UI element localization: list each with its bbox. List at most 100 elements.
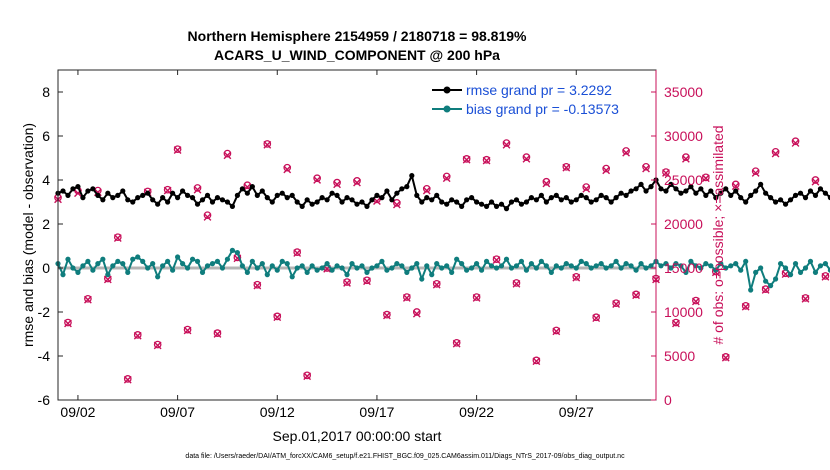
bias-point: [797, 269, 804, 275]
obs-assimilated-point: [522, 154, 531, 163]
rmse-point: [404, 184, 410, 190]
legend-rmse-label: rmse grand pr = 3.2292: [466, 82, 612, 98]
bias-point: [214, 258, 221, 264]
y-tick-label: -2: [38, 304, 51, 320]
obs-possible-point: [353, 177, 361, 185]
bias-point: [135, 254, 141, 260]
x-mark-stroke: [482, 156, 491, 165]
bias-point: [244, 269, 250, 275]
bias-point: [528, 261, 535, 267]
bias-point: [95, 261, 101, 267]
bias-point: [753, 269, 759, 275]
bias-point: [314, 267, 320, 273]
obs-possible-point: [692, 296, 700, 305]
y2-tick-label: 5000: [664, 348, 695, 364]
x-mark-stroke: [672, 319, 680, 328]
rmse-point: [115, 192, 121, 198]
obs-possible-point: [84, 294, 92, 303]
x-mark-stroke: [452, 339, 461, 348]
rmse-point: [698, 186, 704, 192]
bias-point: [354, 265, 360, 271]
rmse-point: [608, 199, 614, 205]
x-mark-stroke: [592, 314, 601, 323]
rmse-point: [593, 197, 599, 203]
rmse-point: [583, 195, 589, 201]
x-axis-label: Sep.01,2017 00:00:00 start: [273, 428, 442, 444]
obs-possible-point: [612, 299, 620, 308]
x-mark-stroke: [791, 139, 800, 147]
obs-possible-point: [452, 338, 461, 347]
rmse-point: [399, 186, 405, 192]
y2-tick-label: 35000: [664, 84, 703, 100]
bias-point: [668, 265, 674, 271]
rmse-point: [673, 186, 679, 192]
bias-point: [80, 263, 86, 269]
rmse-point: [558, 197, 564, 203]
x-mark-stroke: [363, 277, 371, 286]
rmse-point: [668, 181, 674, 187]
rmse-series: [55, 172, 830, 212]
bias-point: [309, 263, 315, 269]
obs-possible-point: [771, 147, 780, 156]
obs-possible-point: [522, 153, 531, 161]
rmse-point: [349, 197, 355, 203]
obs-assimilated-point: [173, 146, 182, 154]
bias-line: [57, 249, 830, 291]
bias-point: [189, 256, 196, 262]
obs-assimilated-point: [333, 180, 341, 189]
bias-point: [563, 261, 569, 267]
x-mark-stroke: [741, 302, 750, 311]
rmse-point: [513, 197, 520, 203]
bias-point: [633, 267, 639, 273]
bias-point: [474, 261, 480, 267]
bias-point: [718, 261, 724, 267]
obs-possible-point: [751, 167, 760, 176]
rmse-point: [743, 199, 749, 205]
rmse-point: [713, 195, 719, 201]
bias-point: [120, 261, 126, 267]
rmse-point: [648, 184, 654, 190]
bias-point: [503, 256, 510, 262]
obs-assimilated-point: [452, 339, 461, 348]
rmse-point: [289, 192, 295, 198]
rmse-point: [80, 195, 86, 201]
obs-possible-point: [801, 294, 810, 302]
rmse-point: [498, 201, 505, 207]
bias-point: [469, 265, 475, 271]
obs-possible-point: [492, 255, 501, 264]
obs-assimilated-point: [482, 156, 491, 165]
obs-assimilated-point: [462, 155, 471, 164]
rmse-point: [573, 197, 579, 203]
rmse-point: [777, 197, 784, 203]
bias-point: [294, 265, 300, 271]
obs-assimilated-point: [582, 184, 591, 193]
obs-assimilated-point: [353, 178, 361, 187]
x-mark-stroke: [113, 234, 122, 242]
obs-assimilated-point: [592, 314, 601, 323]
rmse-point: [449, 197, 455, 203]
bias-point: [553, 263, 559, 269]
rmse-point: [683, 188, 689, 194]
rmse-point: [439, 199, 445, 205]
bias-point: [713, 267, 719, 273]
bias-point: [543, 263, 549, 269]
obs-assimilated-point: [133, 331, 142, 340]
rmse-point: [429, 197, 435, 203]
obs-possible-point: [532, 356, 541, 365]
bias-point: [603, 265, 609, 271]
rmse-point: [234, 192, 240, 198]
obs-possible-point: [402, 293, 411, 301]
bias-point: [763, 278, 769, 284]
rmse-point: [773, 199, 779, 205]
obs-possible-point: [193, 184, 202, 192]
obs-assimilated-point: [672, 319, 680, 328]
rmse-point: [299, 203, 305, 209]
rmse-point: [738, 195, 744, 201]
obs-possible-point: [592, 313, 601, 322]
obs-possible-point: [482, 155, 491, 164]
x-mark-stroke: [532, 357, 541, 366]
y-tick-label: 4: [42, 172, 50, 188]
obs-possible-point: [761, 285, 770, 293]
bias-point: [254, 265, 260, 271]
obs-assimilated-point: [422, 186, 431, 195]
